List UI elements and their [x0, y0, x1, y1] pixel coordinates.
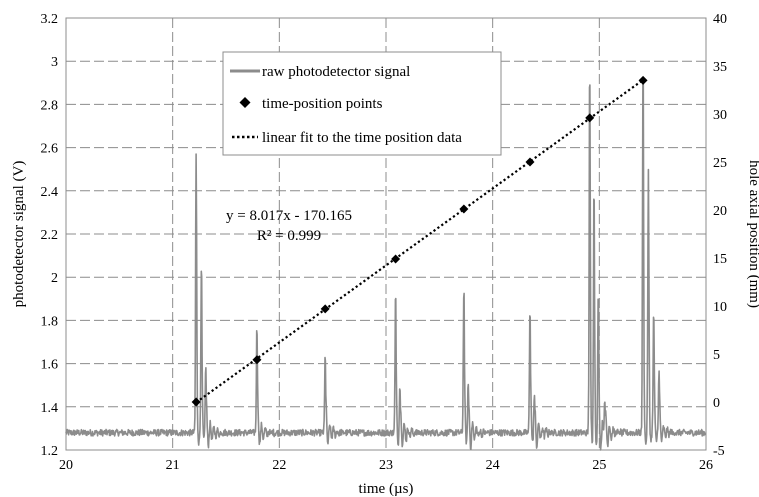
x-axis-ticks: 20 21 22 23 24 25 26 [59, 458, 713, 473]
x-tick-label: 22 [272, 458, 286, 473]
y2-tick-label: 30 [713, 108, 727, 123]
y-tick-label: 1.8 [41, 314, 59, 329]
y2-tick-label: -5 [713, 444, 725, 459]
x-tick-label: 24 [486, 458, 500, 473]
time-position-point [459, 204, 469, 214]
y-tick-label: 3 [51, 55, 58, 70]
y-tick-label: 2 [51, 271, 58, 286]
plot-frame [65, 17, 707, 451]
linear-fit-line [195, 79, 644, 404]
time-position-point [525, 157, 535, 167]
x-tick-label: 26 [699, 458, 713, 473]
legend-label-time-position: time-position points [262, 96, 383, 112]
series-linear-fit [195, 79, 644, 404]
y2-tick-label: 0 [713, 396, 720, 411]
legend: raw photodetector signal time-position p… [222, 51, 502, 156]
time-position-point [252, 355, 262, 365]
y-axis-ticks: 1.2 1.4 1.6 1.8 2 2.2 2.4 2.6 2.8 3 3.2 [41, 12, 59, 459]
y-tick-label: 2.4 [41, 185, 59, 200]
series-time-position-points [191, 75, 648, 407]
y2-tick-label: 40 [713, 12, 727, 27]
y-tick-label: 1.6 [41, 358, 59, 373]
time-position-point [585, 113, 595, 123]
legend-label-linear-fit: linear fit to the time position data [262, 130, 462, 146]
x-tick-label: 21 [166, 458, 180, 473]
x-tick-label: 20 [59, 458, 73, 473]
raw-signal-line [65, 77, 707, 451]
x-tick-label: 25 [592, 458, 606, 473]
legend-label-raw-signal: raw photodetector signal [262, 64, 410, 80]
y2-tick-label: 35 [713, 60, 727, 75]
fit-equation-label: y = 8.017x - 170.165 [226, 208, 352, 224]
time-position-point [638, 75, 648, 85]
y2-tick-label: 10 [713, 300, 727, 315]
x-tick-label: 23 [379, 458, 393, 473]
legend-swatch-time-position [239, 97, 251, 108]
y2-axis-ticks: -5 0 5 10 15 20 25 30 35 40 [713, 12, 727, 459]
y-tick-label: 2.8 [41, 98, 59, 113]
x-axis-title: time (µs) [359, 481, 414, 497]
legend-box [222, 51, 502, 156]
y-tick-label: 2.6 [41, 142, 59, 157]
y-tick-label: 1.4 [41, 401, 59, 416]
y-tick-label: 3.2 [41, 12, 59, 27]
time-position-point [391, 254, 401, 264]
y2-axis-title: hole axial position (mm) [746, 160, 759, 308]
series-raw-photodetector-signal [65, 77, 707, 451]
y2-tick-label: 20 [713, 204, 727, 219]
y2-tick-label: 25 [713, 156, 727, 171]
y-tick-label: 1.2 [41, 444, 59, 459]
y-tick-label: 2.2 [41, 228, 59, 243]
time-position-point [191, 397, 201, 407]
y-axis-title: photodetector signal (V) [11, 161, 27, 308]
r-squared-label: R² = 0.999 [257, 228, 321, 244]
y2-tick-label: 5 [713, 348, 720, 363]
time-position-point [320, 304, 330, 314]
y2-tick-label: 15 [713, 252, 727, 267]
